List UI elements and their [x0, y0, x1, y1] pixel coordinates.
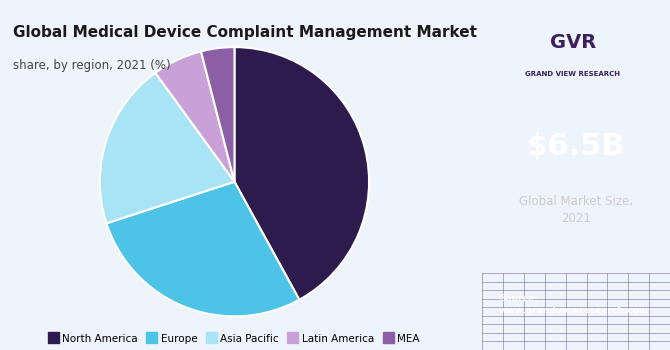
Wedge shape: [155, 51, 234, 182]
Text: GRAND VIEW RESEARCH: GRAND VIEW RESEARCH: [525, 70, 620, 77]
Text: share, by region, 2021 (%): share, by region, 2021 (%): [13, 60, 171, 72]
Text: Source:
www.grandviewresearch.com: Source: www.grandviewresearch.com: [499, 294, 649, 315]
Wedge shape: [100, 73, 234, 223]
Legend: North America, Europe, Asia Pacific, Latin America, MEA: North America, Europe, Asia Pacific, Lat…: [44, 330, 423, 348]
Wedge shape: [107, 182, 299, 316]
Text: $6.5B: $6.5B: [527, 133, 626, 161]
Text: Global Medical Device Complaint Management Market: Global Medical Device Complaint Manageme…: [13, 25, 478, 40]
Text: GVR: GVR: [549, 33, 596, 51]
Wedge shape: [234, 47, 369, 300]
Text: Global Market Size,
2021: Global Market Size, 2021: [519, 195, 633, 225]
Wedge shape: [201, 47, 234, 182]
